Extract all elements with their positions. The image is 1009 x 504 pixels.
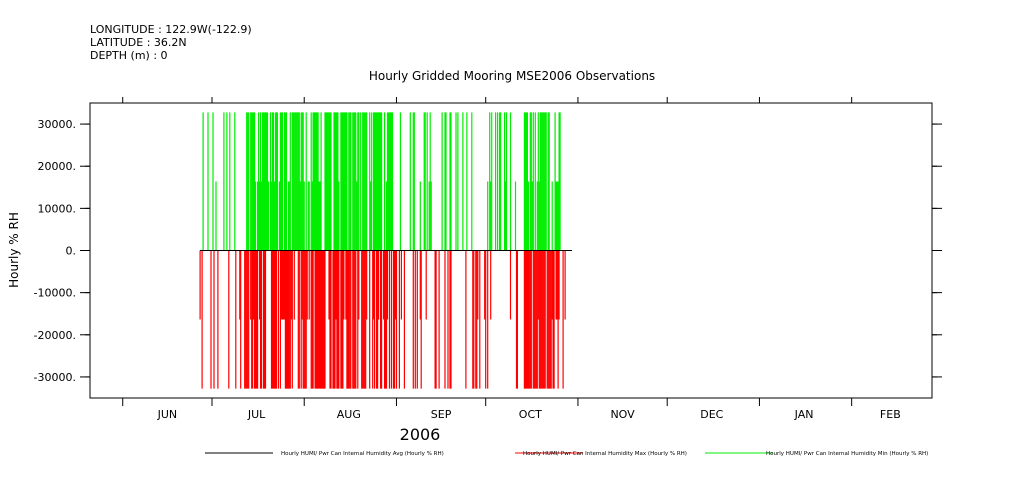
x-tick-label: JUL bbox=[247, 408, 266, 421]
depth-label: DEPTH (m) : 0 bbox=[90, 49, 168, 62]
x-tick-label: FEB bbox=[880, 408, 901, 421]
legend-entry: Hourly HUMI/ Pwr Can Internal Humidity M… bbox=[523, 451, 687, 457]
y-tick-label: 10000. bbox=[38, 202, 77, 215]
series-2-spikes bbox=[202, 112, 561, 251]
x-tick-label: DEC bbox=[700, 408, 723, 421]
x-tick-label: AUG bbox=[337, 408, 361, 421]
chart-title: Hourly Gridded Mooring MSE2006 Observati… bbox=[369, 69, 655, 83]
x-tick-label: NOV bbox=[610, 408, 635, 421]
y-tick-label: -20000. bbox=[34, 329, 76, 342]
x-tick-label: SEP bbox=[431, 408, 452, 421]
y-tick-label: -30000. bbox=[34, 371, 76, 384]
longitude-label: LONGITUDE : 122.9W(-122.9) bbox=[90, 23, 252, 36]
y-tick-label: 30000. bbox=[38, 118, 77, 131]
x-tick-label: JUN bbox=[157, 408, 178, 421]
x-tick-label: OCT bbox=[519, 408, 542, 421]
y-axis-label: Hourly % RH bbox=[7, 212, 21, 288]
legend-entry: Hourly HUMI/ Pwr Can Internal Humidity M… bbox=[766, 451, 928, 457]
latitude-label: LATITUDE : 36.2N bbox=[90, 36, 187, 49]
y-tick-label: -10000. bbox=[34, 287, 76, 300]
x-tick-label: JAN bbox=[794, 408, 814, 421]
y-tick-label: 20000. bbox=[38, 160, 77, 173]
series-1-spikes bbox=[199, 250, 566, 389]
y-tick-label: 0. bbox=[66, 245, 77, 258]
x-axis-label: 2006 bbox=[400, 425, 441, 444]
legend-entry: Hourly HUMI/ Pwr Can Internal Humidity A… bbox=[281, 451, 444, 457]
